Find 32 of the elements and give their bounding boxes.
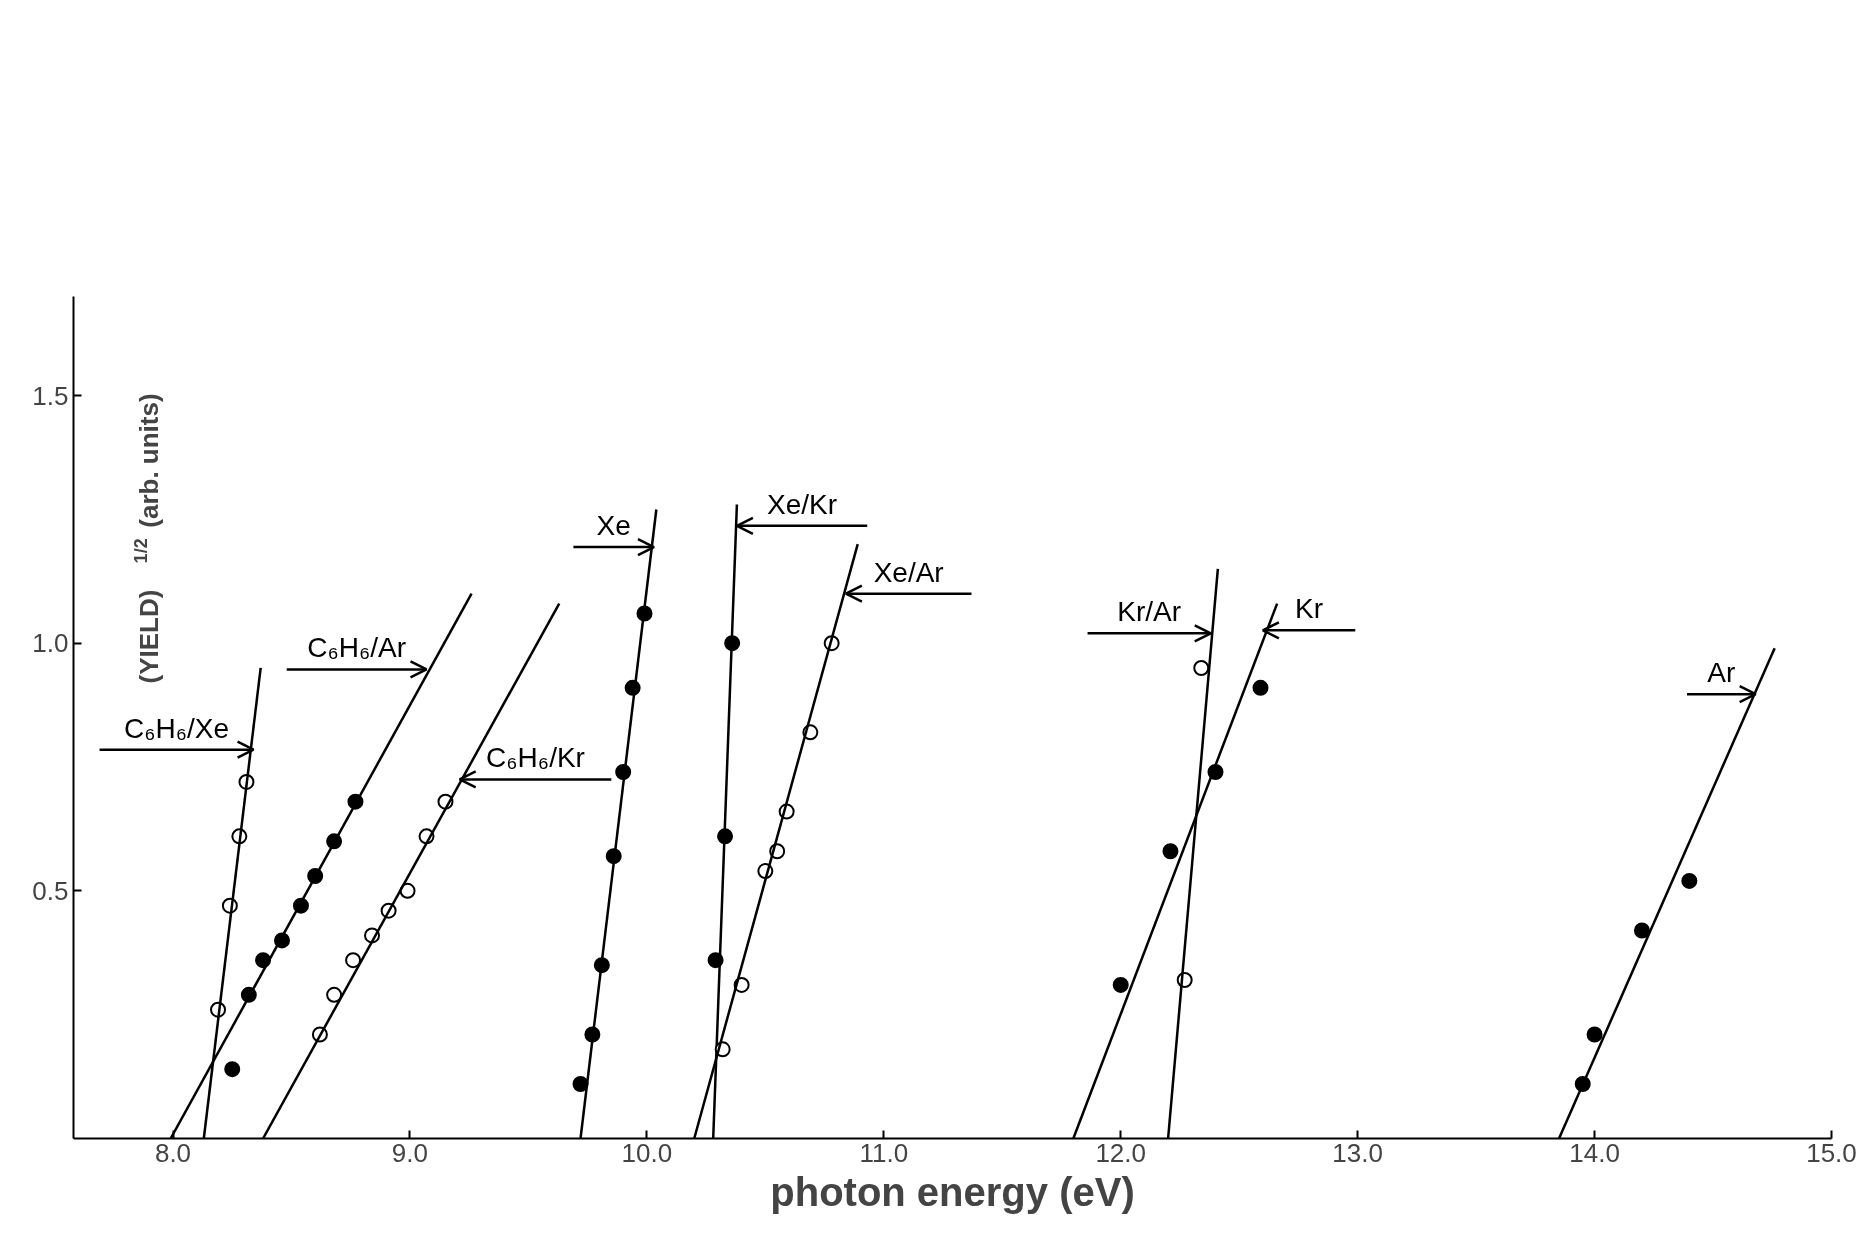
point bbox=[1252, 679, 1269, 696]
point bbox=[1112, 976, 1129, 993]
point bbox=[345, 952, 362, 969]
y-tick-label: 1.0 bbox=[32, 628, 69, 659]
annotation: C₆H₆/Kr bbox=[486, 742, 585, 774]
x-tick-label: 15.0 bbox=[1806, 1137, 1857, 1168]
annotation: Xe/Ar bbox=[873, 556, 944, 588]
annotation: C₆H₆/Xe bbox=[124, 712, 230, 744]
annotation: Ar bbox=[1707, 657, 1736, 689]
point bbox=[1162, 843, 1179, 860]
point bbox=[326, 986, 343, 1003]
point bbox=[224, 1061, 241, 1078]
x-tick-label: 8.0 bbox=[154, 1137, 192, 1168]
x-tick-label: 11.0 bbox=[859, 1137, 909, 1168]
x-axis-title: photon energy (eV) bbox=[770, 1169, 1135, 1214]
point bbox=[1586, 1026, 1603, 1043]
x-tick-label: 12.0 bbox=[1095, 1137, 1147, 1168]
y-axis-title: (YIELD)1/2 (arb. units) bbox=[130, 393, 164, 684]
annotation: Xe bbox=[596, 510, 631, 542]
point bbox=[1633, 922, 1650, 939]
annotation: C₆H₆/Ar bbox=[307, 632, 407, 664]
point bbox=[1681, 872, 1698, 889]
x-tick-label: 9.0 bbox=[391, 1137, 429, 1168]
point bbox=[1193, 659, 1210, 676]
x-tick-label: 13.0 bbox=[1332, 1137, 1383, 1168]
annotation: Xe/Kr bbox=[767, 488, 838, 520]
x-tick-label: 10.0 bbox=[621, 1137, 673, 1168]
annotation: Kr/Ar bbox=[1117, 596, 1182, 628]
y-tick-label: 0.5 bbox=[32, 875, 69, 906]
annotation: Kr bbox=[1295, 593, 1324, 625]
y-tick-label: 1.5 bbox=[32, 380, 69, 411]
x-tick-label: 14.0 bbox=[1569, 1137, 1620, 1168]
